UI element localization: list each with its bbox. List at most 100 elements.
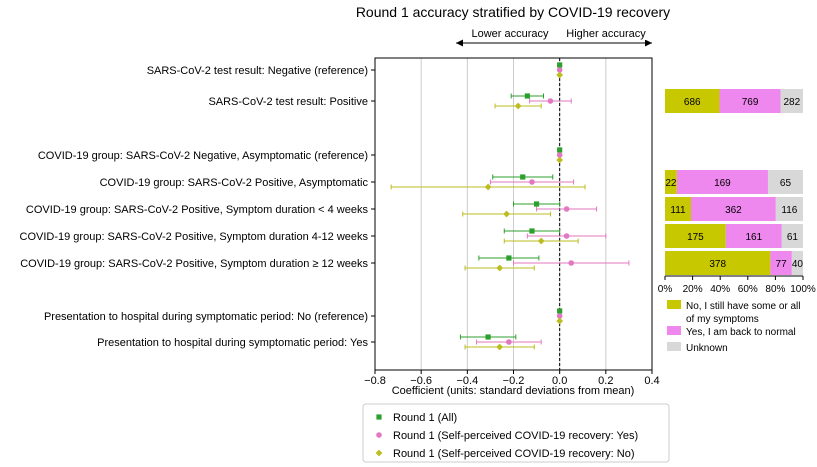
x-tick-label: −0.2: [503, 375, 525, 387]
data-point: [557, 308, 563, 314]
stacked-bar-label: 111: [670, 205, 686, 216]
data-point: [484, 183, 492, 191]
stacked-bar-label: 282: [783, 97, 800, 108]
stacked-bar-segment: [780, 89, 803, 113]
stacked-bar-label: 77: [776, 259, 788, 270]
forest-plot-legend: Round 1 (All) Round 1 (Self-perceived COV…: [362, 403, 670, 463]
plot-frame: [374, 57, 653, 371]
legend-label: Round 1 (Self-perceived COVID-19 recover…: [393, 430, 638, 442]
stack-x-tick-label: 80%: [765, 284, 785, 295]
data-point: [556, 71, 564, 79]
stacked-bar-label: 65: [780, 178, 792, 189]
stacked-bar-segment: [775, 197, 803, 221]
forest-plot-row-labels: SARS-CoV-2 test result: Negative (refere…: [20, 65, 375, 349]
row-label: Presentation to hospital during symptoma…: [97, 337, 368, 349]
stacked-bar-label: 22: [665, 178, 677, 189]
legend-marker: [376, 432, 382, 438]
data-point: [514, 102, 522, 110]
row-label: COVID-19 group: SARS-CoV-2 Positive, Sym…: [20, 258, 368, 270]
legend-box: [362, 403, 670, 463]
data-point: [556, 317, 564, 325]
stack-legend-swatch: [667, 326, 681, 335]
row-label: Presentation to hospital during symptoma…: [44, 311, 368, 323]
data-point: [506, 339, 512, 345]
data-point: [503, 210, 510, 218]
data-point: [533, 201, 540, 207]
x-tick-label: −0.6: [410, 375, 432, 387]
data-point: [524, 93, 530, 99]
higher-accuracy-label-bg: [563, 27, 651, 40]
data-point: [557, 147, 563, 153]
stack-legend-label: of my symptoms: [686, 314, 759, 325]
row-label: COVID-19 group: SARS-CoV-2 Positive, Sym…: [20, 231, 369, 243]
data-point: [506, 255, 512, 261]
stacked-bar-segment: [676, 170, 768, 194]
stacked-bar-segment: [719, 89, 781, 113]
data-point: [537, 237, 545, 245]
stack-x-tick-label: 40%: [710, 284, 730, 295]
stack-x-tick-label: 100%: [790, 284, 816, 295]
stacked-bar-segment: [665, 197, 692, 221]
legend-label: Round 1 (All): [393, 412, 457, 424]
stacked-bar-segment: [791, 251, 803, 275]
stack-x-tick-label: 0%: [658, 284, 673, 295]
stacked-bar-label: 169: [714, 178, 731, 189]
chart-title: Round 1 accuracy stratified by COVID-19 …: [356, 4, 670, 20]
stacked-bar-segment: [781, 224, 803, 248]
data-point: [485, 334, 491, 340]
stacked-bar-legend: No, I still have some or all of my sympto…: [667, 300, 801, 354]
stack-legend-label: No, I still have some or all: [686, 301, 801, 312]
data-point: [496, 264, 504, 272]
row-label: SARS-CoV-2 test result: Positive: [208, 96, 368, 108]
stacked-bar-label: 175: [687, 232, 704, 243]
stacked-bar-segment: [767, 170, 803, 194]
data-point: [563, 233, 570, 239]
stacked-bar-label: 362: [725, 205, 742, 216]
data-point: [557, 62, 563, 68]
data-point: [520, 174, 526, 180]
lower-accuracy-label-bg: [465, 27, 555, 40]
x-tick-label: −0.4: [456, 375, 478, 387]
row-label: COVID-19 group: SARS-CoV-2 Negative, Asy…: [38, 150, 368, 162]
data-point: [529, 179, 535, 185]
data-point: [547, 98, 554, 104]
x-tick-label: 0.0: [552, 375, 567, 387]
higher-accuracy-label: Higher accuracy: [566, 28, 646, 40]
stack-legend-swatch: [667, 342, 681, 351]
data-point: [556, 67, 563, 73]
stack-legend-label: Unknown: [686, 343, 728, 354]
stacked-bar-label: 40: [792, 259, 804, 270]
data-point: [496, 343, 504, 351]
forest-plot: −0.8 −0.6 −0.4 −0.2 0.0 0.2 0.4: [364, 57, 660, 387]
stacked-bar-label: 378: [709, 259, 726, 270]
x-tick-label: −0.8: [364, 375, 386, 387]
data-point: [529, 228, 535, 234]
recovery-stacked-bars: 686 769 282 22 169 65 111 362 116 175 161 61 378 77 40…: [658, 89, 816, 295]
data-point: [556, 156, 564, 164]
stack-x-tick-label: 60%: [738, 284, 758, 295]
data-point: [556, 313, 563, 319]
data-point: [556, 152, 563, 158]
legend-marker: [376, 414, 382, 420]
stacked-bar-segment: [665, 170, 677, 194]
accuracy-annotation: Lower accuracy Higher accuracy: [456, 27, 652, 47]
stack-legend-swatch: [667, 300, 681, 309]
stacked-bar-label: 161: [745, 232, 762, 243]
stacked-bar-segment: [665, 224, 726, 248]
data-point: [568, 260, 575, 266]
stacked-bar-label: 686: [684, 97, 701, 108]
data-point: [563, 206, 570, 212]
row-label: COVID-19 group: SARS-CoV-2 Positive, Asy…: [100, 177, 369, 189]
stacked-bar-label: 116: [781, 205, 797, 216]
stacked-bar-segment: [725, 224, 782, 248]
x-axis-label: Coefficient (units: standard deviations …: [392, 385, 635, 397]
stacked-bar-segment: [665, 89, 720, 113]
legend-marker: [375, 449, 383, 457]
stack-legend-label: Yes, I am back to normal: [686, 327, 796, 338]
lower-accuracy-label: Lower accuracy: [471, 28, 549, 40]
stacked-bar-label: 769: [742, 97, 759, 108]
stack-x-tick-label: 20%: [683, 284, 703, 295]
lower-accuracy-arrowhead: [456, 39, 463, 47]
legend-label: Round 1 (Self-perceived COVID-19 recover…: [393, 448, 634, 460]
